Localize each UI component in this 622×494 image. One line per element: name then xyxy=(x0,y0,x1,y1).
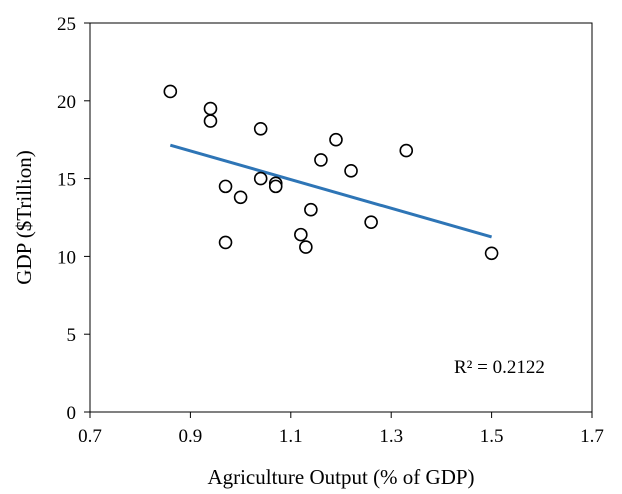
y-tick-label: 10 xyxy=(57,247,76,268)
y-axis-title: GDP ($Trillion) xyxy=(12,150,36,284)
x-tick-label: 1.3 xyxy=(379,426,403,447)
x-axis-title: Agriculture Output (% of GDP) xyxy=(207,465,474,489)
data-point xyxy=(294,227,308,242)
data-point xyxy=(163,84,178,99)
plot-area-frame xyxy=(89,22,593,413)
data-points xyxy=(163,84,499,261)
x-axis-ticks: 0.7 0.9 1.1 1.3 1.5 1.7 xyxy=(78,412,604,447)
data-point xyxy=(218,235,233,250)
data-point xyxy=(484,246,499,261)
y-tick-label: 20 xyxy=(57,92,76,113)
data-point xyxy=(344,164,358,178)
data-point xyxy=(218,179,233,194)
y-tick-label: 5 xyxy=(67,325,77,346)
data-point xyxy=(364,215,378,229)
y-tick-label: 0 xyxy=(67,403,77,424)
data-point xyxy=(314,153,328,167)
data-point xyxy=(253,122,268,136)
r-squared-annotation: R² = 0.2122 xyxy=(454,357,545,378)
data-point xyxy=(253,171,268,186)
x-tick-label: 1.5 xyxy=(480,426,504,447)
y-tick-label: 25 xyxy=(57,14,76,35)
trendline xyxy=(169,143,493,239)
x-tick-label: 1.7 xyxy=(580,426,604,447)
data-point xyxy=(203,101,218,116)
x-tick-label: 0.9 xyxy=(179,426,203,447)
y-tick-label: 15 xyxy=(57,170,76,191)
data-point xyxy=(304,202,318,217)
data-point xyxy=(399,143,414,158)
data-point xyxy=(233,190,248,205)
data-point xyxy=(299,240,313,254)
x-tick-label: 1.1 xyxy=(279,426,303,447)
data-point xyxy=(203,114,218,128)
data-point xyxy=(268,179,283,194)
y-axis-ticks: 0 5 10 15 20 25 xyxy=(57,14,90,424)
x-tick-label: 0.7 xyxy=(78,426,102,447)
data-point xyxy=(329,132,343,147)
